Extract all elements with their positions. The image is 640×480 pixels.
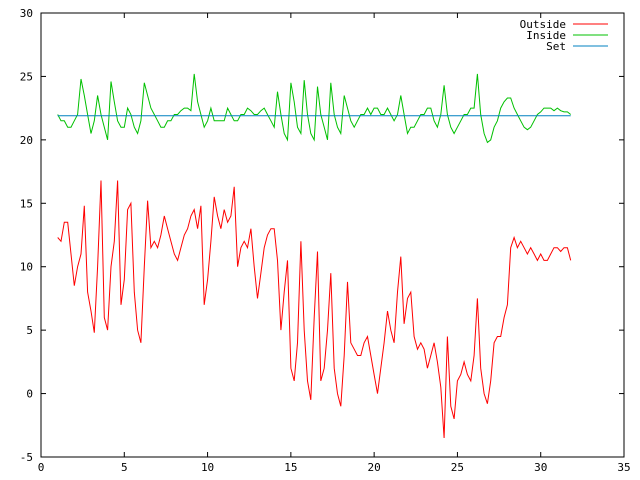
y-tick-label: 25	[20, 70, 33, 83]
x-tick-label: 0	[38, 461, 45, 474]
y-tick-label: 0	[26, 388, 33, 401]
x-tick-label: 30	[534, 461, 547, 474]
x-tick-label: 15	[284, 461, 297, 474]
x-tick-label: 35	[617, 461, 630, 474]
axis-tick-labels: 0 5 10 15 20 25 30 35 -5 0 5 10 15 20 25 30	[20, 7, 631, 474]
legend-label-inside: Inside	[526, 29, 566, 42]
legend-label-outside: Outside	[520, 18, 566, 31]
y-tick-label: 10	[20, 261, 33, 274]
plot-frame	[40, 12, 625, 458]
y-tick-label: 5	[26, 324, 33, 337]
x-tick-label: 20	[368, 461, 381, 474]
x-tick-label: 10	[201, 461, 214, 474]
series-line-outside	[57, 180, 572, 439]
y-tick-label: 20	[20, 134, 33, 147]
y-tick-label: 15	[20, 197, 33, 210]
x-tick-label: 5	[121, 461, 128, 474]
legend-label-set: Set	[546, 40, 566, 53]
x-tick-label: 25	[451, 461, 464, 474]
axis-ticks	[40, 12, 625, 458]
y-tick-label: 30	[20, 7, 33, 20]
series-layer	[57, 73, 572, 439]
y-tick-label: -5	[20, 451, 33, 464]
series-line-inside	[57, 73, 572, 144]
